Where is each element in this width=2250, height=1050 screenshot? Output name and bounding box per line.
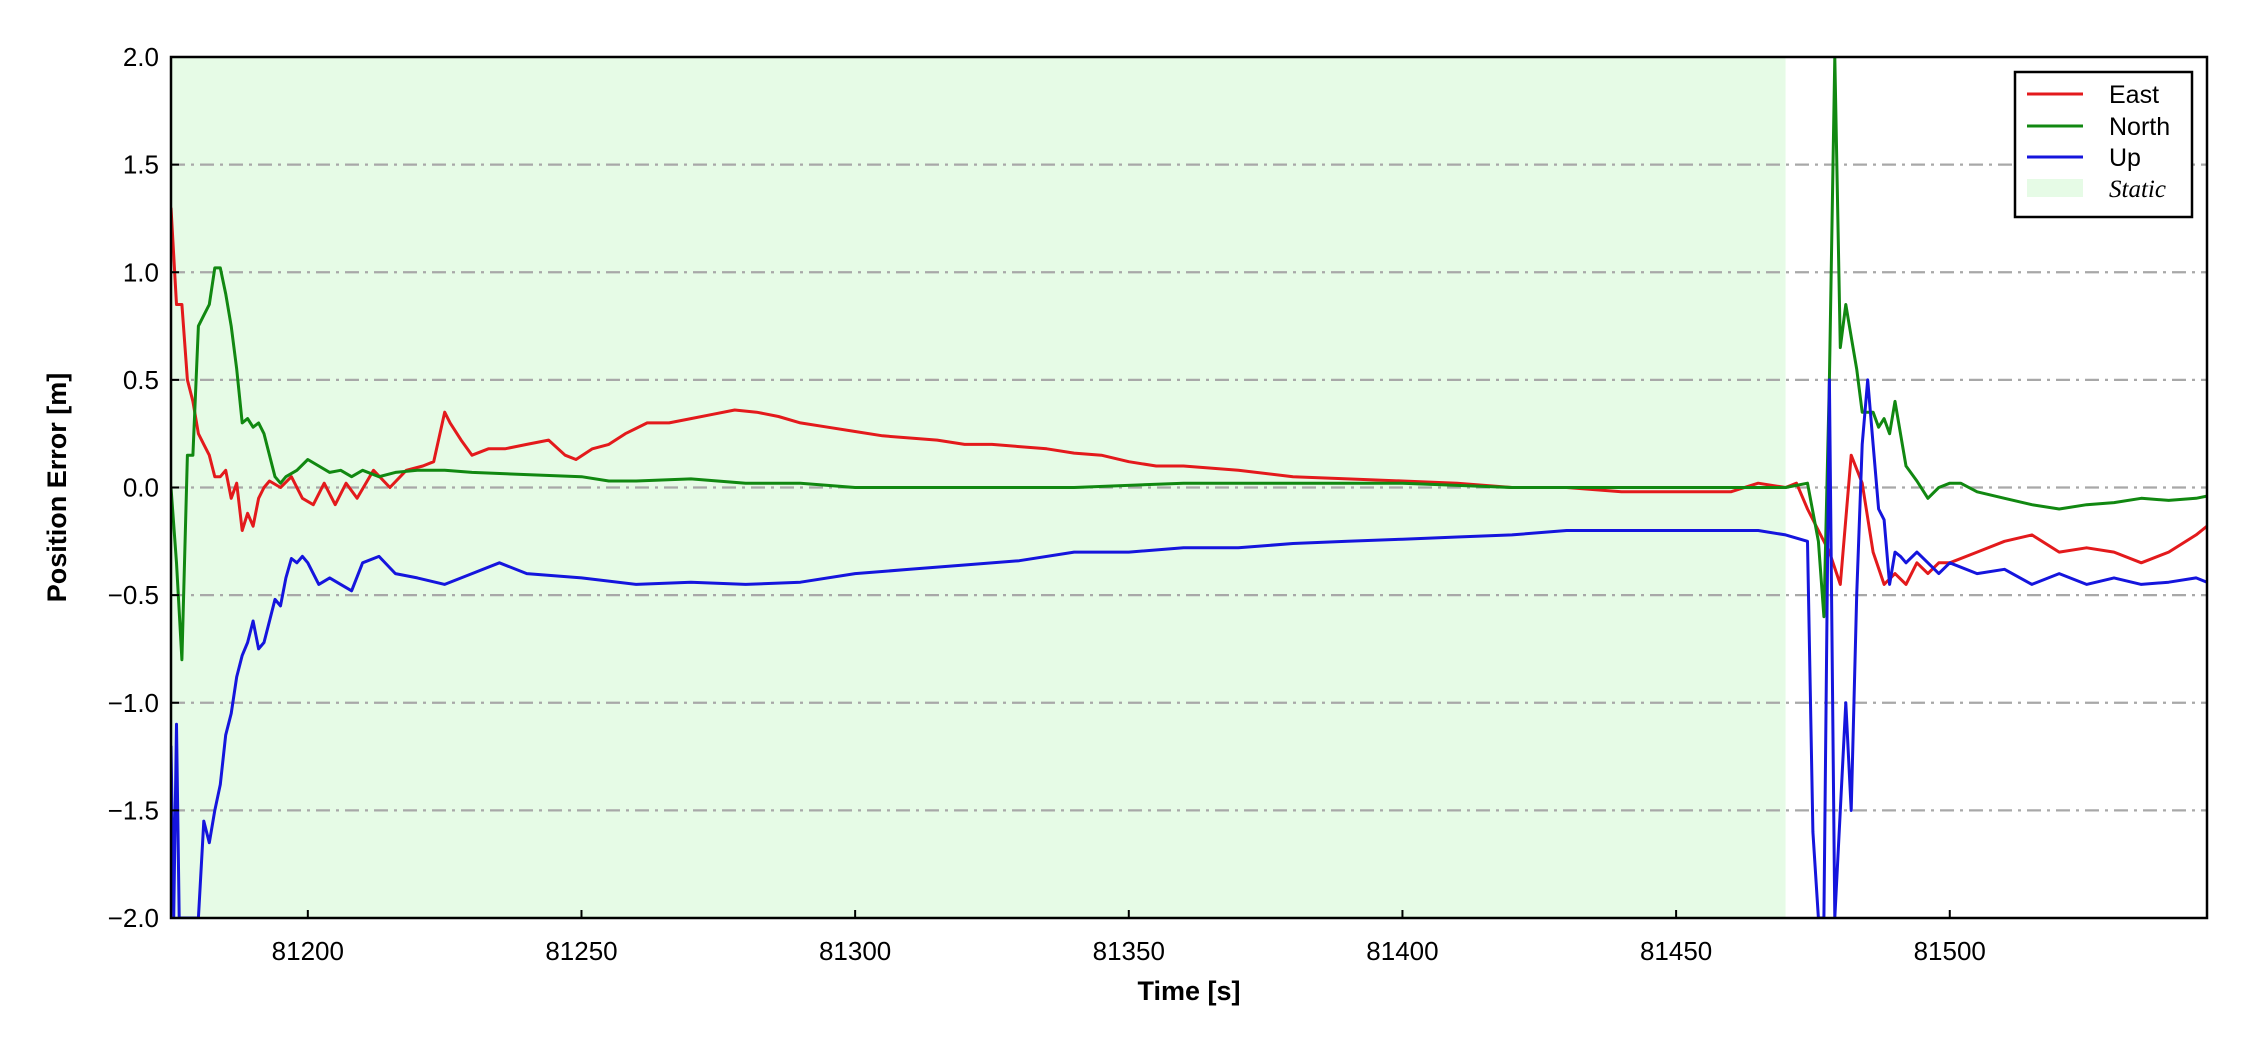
x-tick-label: 81450 — [1640, 936, 1712, 966]
y-tick-label: 2.0 — [123, 42, 159, 72]
x-tick-label: 81400 — [1366, 936, 1438, 966]
legend-label-east: East — [2109, 81, 2159, 109]
x-tick-label: 81300 — [819, 936, 891, 966]
series-line-east — [171, 207, 2207, 586]
legend-swatch-static — [2027, 179, 2083, 197]
legend-label-up: Up — [2109, 144, 2141, 172]
legend-label-static: Static — [2109, 176, 2166, 203]
series-lines — [171, 57, 2207, 918]
plot-frame — [169, 55, 2209, 920]
horizontal-gridlines — [171, 163, 2207, 812]
legend: East North Up Static — [2013, 70, 2194, 219]
y-tick-label: 1.0 — [123, 257, 159, 287]
x-tick-label: 81200 — [272, 936, 344, 966]
series-line-north — [171, 57, 2207, 662]
y-tick-label: 1.5 — [123, 150, 159, 180]
y-tick-label: 0.0 — [123, 473, 159, 503]
y-tick-label: −1.0 — [108, 688, 159, 718]
x-tick-label: 81350 — [1093, 936, 1165, 966]
y-tick-label: −1.5 — [108, 795, 159, 825]
y-tick-label: −2.0 — [108, 903, 159, 933]
y-tick-label: −0.5 — [108, 580, 159, 610]
legend-label-north: North — [2109, 113, 2170, 141]
y-tick-label: 0.5 — [123, 365, 159, 395]
x-tick-label: 81250 — [545, 936, 617, 966]
axis-ticks: 81200 81250 81300 81350 81400 81450 81500 −2.0 −… — [108, 42, 1986, 966]
series-line-up — [171, 378, 2207, 918]
x-axis-title: Time [s] — [1137, 976, 1240, 1006]
y-axis-title: Position Error [m] — [42, 373, 72, 603]
x-tick-label: 81500 — [1914, 936, 1986, 966]
